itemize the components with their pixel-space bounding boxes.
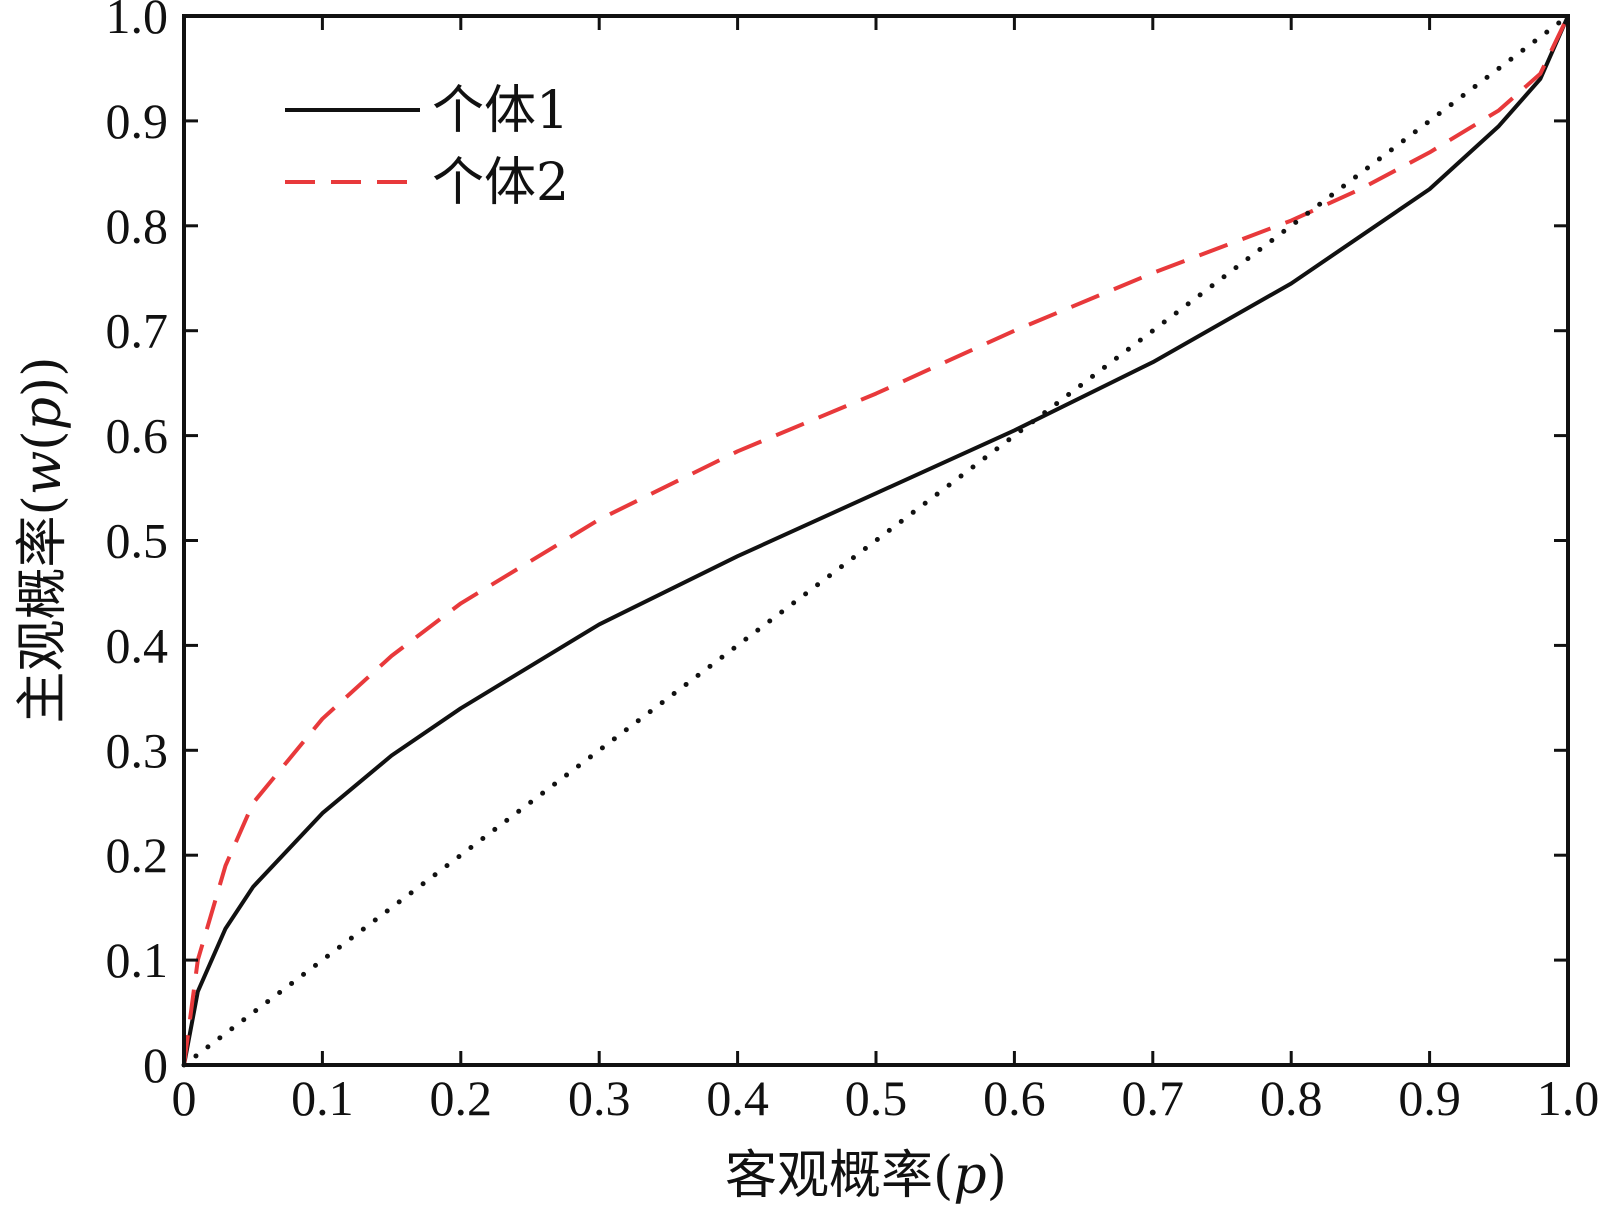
y-tick-label-5: 0.5 [106, 513, 169, 569]
y-tick-label-2: 0.2 [106, 827, 169, 883]
x-axis-title: 客观概率(p) [725, 1146, 1007, 1206]
y-tick-label-3: 0.3 [106, 722, 169, 778]
legend-label-series-2: 个体2 [432, 153, 569, 213]
x-tick-label-4: 0.4 [706, 1070, 769, 1126]
y-axis-title: 主观概率(w(p)) [13, 357, 73, 724]
legend-label-series-1: 个体1 [432, 81, 569, 141]
x-tick-label-5: 0.5 [845, 1070, 908, 1126]
series-line-3 [181, 13, 1571, 1068]
y-tick-label-7: 0.7 [106, 303, 169, 359]
y-tick-label-6: 0.6 [106, 408, 169, 464]
y-tick-label-0: 0 [143, 1037, 168, 1093]
x-tick-label-6: 0.6 [983, 1070, 1046, 1126]
series-line-1 [182, 15, 1570, 1066]
y-tick-label-1: 0.1 [106, 932, 169, 988]
y-tick-label-8: 0.8 [106, 198, 169, 254]
y-tick-label-9: 0.9 [106, 93, 169, 149]
y-tick-label-4: 0.4 [106, 617, 169, 673]
plot-lines [181, 13, 1571, 1068]
axis-ticks [182, 14, 1570, 1067]
x-tick-label-9: 0.9 [1398, 1070, 1461, 1126]
x-tick-label-0: 0 [172, 1070, 197, 1126]
x-tick-label-1: 0.1 [291, 1070, 354, 1126]
x-tick-label-8: 0.8 [1260, 1070, 1323, 1126]
x-tick-label-10: 1.0 [1537, 1070, 1600, 1126]
x-tick-label-3: 0.3 [568, 1070, 631, 1126]
legend: 个体1 个体2 [285, 81, 569, 213]
y-tick-label-10: 1.0 [106, 0, 169, 44]
x-tick-label-7: 0.7 [1122, 1070, 1185, 1126]
tick-labels: 0 0.1 0.2 0.3 0.4 0.5 0.6 0.7 0.8 0.9 1.0 0 0.1 0.2 0.… [106, 0, 1600, 1126]
x-tick-label-2: 0.2 [430, 1070, 493, 1126]
